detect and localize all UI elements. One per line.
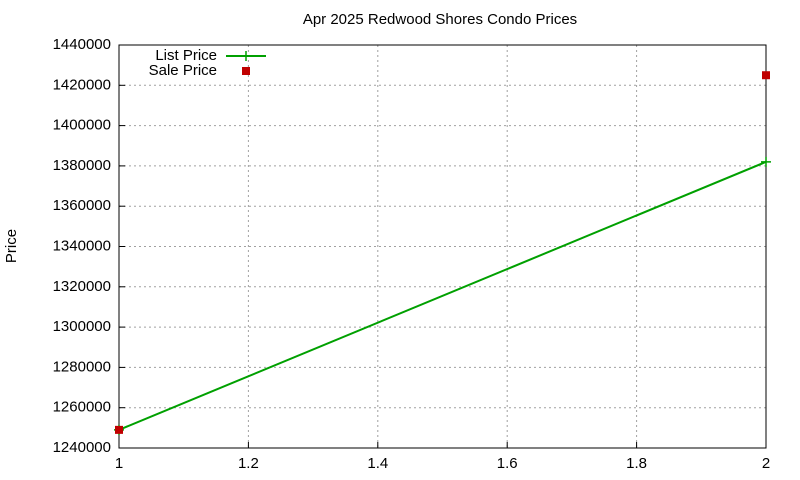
point-marker [762,71,770,80]
y-tick-label: 1440000 [53,36,111,53]
chart-title: Apr 2025 Redwood Shores Condo Prices [303,11,577,28]
x-tick-label: 1.6 [497,455,518,472]
legend-label: Sale Price [149,62,217,79]
legend-label: List Price [155,47,217,64]
y-tick-label: 1280000 [53,358,111,375]
x-tick-label: 1.8 [626,455,647,472]
point-marker [115,425,123,434]
x-tick-label: 1 [115,455,123,472]
y-tick-label: 1320000 [53,278,111,295]
data-line [118,160,767,431]
x-tick-label: 1.2 [238,455,259,472]
point-marker [241,51,251,61]
y-tick-label: 1300000 [53,318,111,335]
y-tick-label: 1380000 [53,157,111,174]
y-tick-label: 1400000 [53,117,111,134]
y-axis-label: Price [3,229,20,263]
x-tick-label: 2 [762,455,770,472]
y-tick-label: 1420000 [53,76,111,93]
point-marker [761,156,771,167]
y-tick-label: 1240000 [53,439,111,456]
y-tick-label: 1340000 [53,237,111,254]
y-tick-label: 1260000 [53,399,111,416]
x-tick-label: 1.4 [367,455,388,472]
plot-frame [118,44,767,449]
y-tick-label: 1360000 [53,197,111,214]
point-marker [242,67,250,75]
